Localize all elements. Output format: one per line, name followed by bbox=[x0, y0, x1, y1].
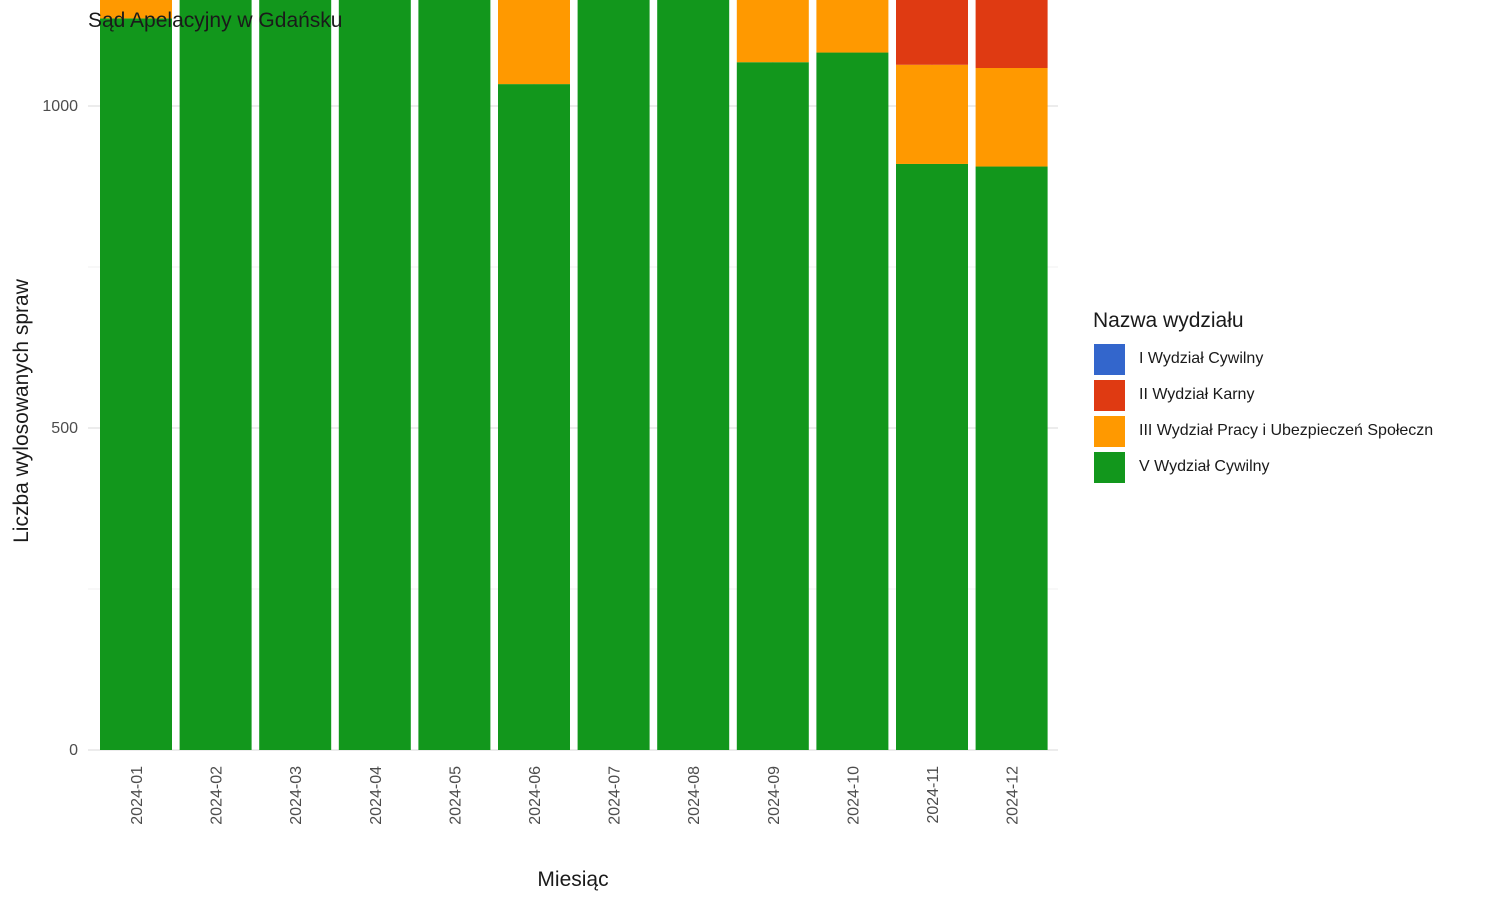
legend-label: II Wydział Karny bbox=[1139, 386, 1255, 403]
x-tick-label: 2024-12 bbox=[1005, 766, 1022, 825]
bar-segment bbox=[259, 0, 332, 750]
legend-item: III Wydział Pracy i Ubezpieczeń Społeczn bbox=[1093, 413, 1433, 449]
bar-segment bbox=[100, 0, 172, 19]
y-axis-title: Liczba wylosowanych spraw bbox=[10, 278, 33, 543]
legend-swatch bbox=[1093, 450, 1126, 484]
chart-title: Sąd Apelacyjny w Gdańsku bbox=[88, 9, 342, 32]
x-axis-title: Miesiąc bbox=[537, 868, 608, 891]
legend-label: I Wydział Cywilny bbox=[1139, 350, 1264, 367]
bar-segment bbox=[179, 0, 252, 750]
x-tick-label: 2024-07 bbox=[607, 766, 624, 825]
legend-label: V Wydział Cywilny bbox=[1139, 458, 1270, 475]
x-tick-label: 2024-02 bbox=[209, 766, 226, 825]
bar-segment bbox=[816, 0, 889, 53]
legend-item: I Wydział Cywilny bbox=[1093, 341, 1433, 377]
bar-segment bbox=[418, 0, 491, 751]
bar-segment bbox=[896, 64, 968, 164]
x-tick-label: 2024-01 bbox=[129, 766, 146, 825]
legend-title: Nazwa wydziału bbox=[1093, 309, 1244, 332]
legend-swatch bbox=[1093, 378, 1126, 412]
bar-segment bbox=[975, 68, 1048, 167]
x-tick-label: 2024-11 bbox=[925, 766, 942, 824]
bar-segment bbox=[498, 0, 570, 85]
x-tick-label: 2024-03 bbox=[288, 766, 305, 825]
legend-item: II Wydział Karny bbox=[1093, 377, 1433, 413]
bar-segment bbox=[657, 0, 730, 751]
legend: Nazwa wydziału I Wydział Cywilny II Wydz… bbox=[1093, 309, 1433, 485]
y-tick-label: 0 bbox=[69, 742, 78, 759]
x-tick-label: 2024-09 bbox=[766, 766, 783, 825]
bar-segment bbox=[975, 166, 1048, 750]
bars bbox=[100, 0, 1048, 751]
x-tick-label: 2024-08 bbox=[686, 766, 703, 825]
legend-item: V Wydział Cywilny bbox=[1093, 449, 1433, 485]
legend-swatch bbox=[1093, 414, 1126, 448]
bar-segment bbox=[816, 52, 889, 751]
bar-segment bbox=[577, 0, 650, 750]
legend-swatch bbox=[1093, 342, 1126, 376]
bar-segment bbox=[498, 84, 570, 750]
x-tick-label: 2024-10 bbox=[845, 766, 862, 825]
y-tick-label: 1000 bbox=[42, 98, 78, 115]
bar-segment bbox=[896, 0, 968, 65]
bar-segment bbox=[338, 0, 411, 750]
legend-label: III Wydział Pracy i Ubezpieczeń Społeczn bbox=[1139, 422, 1434, 439]
bar-segment bbox=[736, 62, 809, 750]
bar-segment bbox=[736, 0, 809, 63]
x-tick-label: 2024-05 bbox=[447, 766, 464, 825]
bar-segment bbox=[100, 18, 172, 750]
y-tick-label: 500 bbox=[51, 420, 78, 437]
y-axis-ticks: 0500100015002000 bbox=[42, 98, 78, 759]
bar-segment bbox=[975, 0, 1048, 69]
x-tick-label: 2024-06 bbox=[527, 766, 544, 825]
x-axis-ticks: 2024-01 2024-02 2024-03 2024-04 2024-05 2024-… bbox=[129, 766, 1022, 825]
x-tick-label: 2024-04 bbox=[368, 766, 385, 825]
bar-segment bbox=[896, 163, 968, 750]
